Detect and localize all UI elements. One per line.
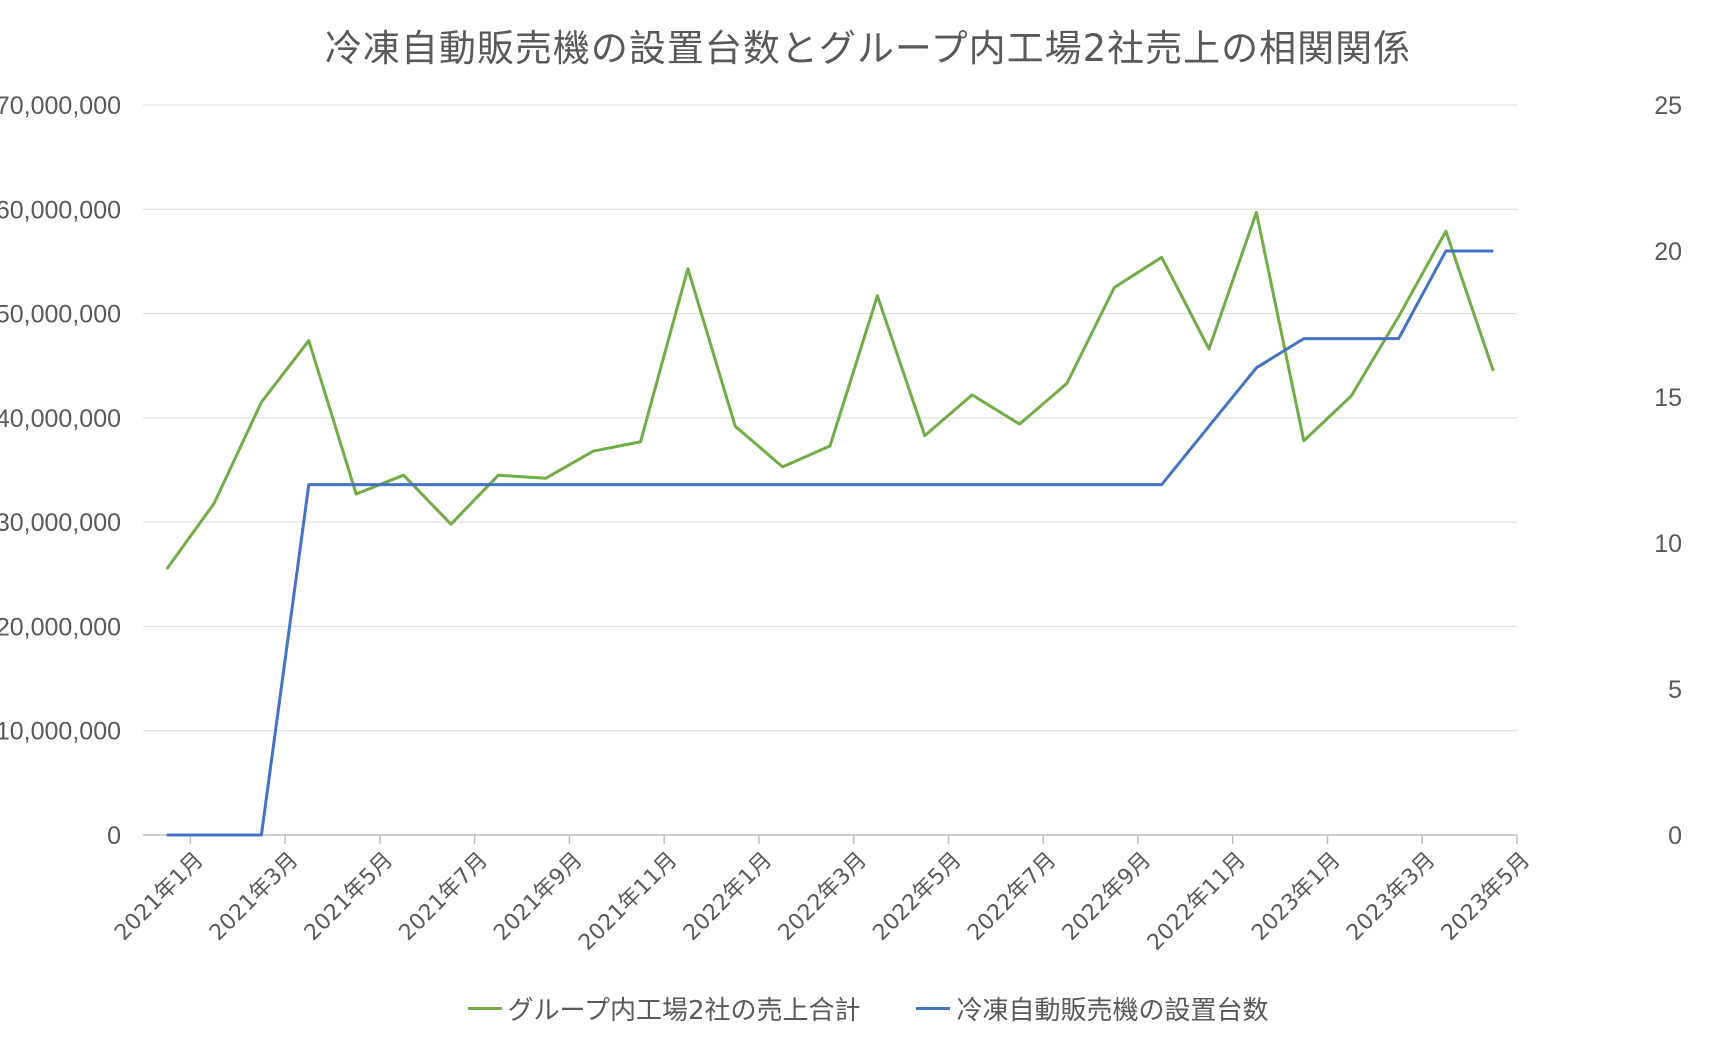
legend-label-sales: グループ内工場2社の売上合計 bbox=[507, 996, 861, 1026]
gridlines bbox=[143, 104, 1517, 732]
left-axis-ticks: 0 10,000,000 20,000,000 30,000,000 40,000,00… bbox=[0, 92, 121, 850]
left-tick-label: 0 bbox=[107, 822, 121, 850]
right-tick-label: 5 bbox=[1668, 676, 1682, 704]
left-tick-label: 70,000,000 bbox=[0, 92, 121, 120]
series-lines bbox=[165, 210, 1495, 837]
x-tick-label: 2021年5月 bbox=[300, 848, 398, 946]
x-tick-label: 2022年11月 bbox=[1143, 848, 1251, 956]
left-tick-label: 60,000,000 bbox=[0, 196, 121, 224]
left-tick-label: 10,000,000 bbox=[0, 718, 121, 746]
legend-item-sales: グループ内工場2社の売上合計 bbox=[467, 990, 861, 1027]
legend-swatch-sales bbox=[467, 1007, 502, 1010]
x-tick-label: 2021年7月 bbox=[395, 848, 493, 946]
right-tick-label: 15 bbox=[1654, 384, 1682, 412]
x-tick-label: 2022年9月 bbox=[1058, 848, 1156, 946]
x-tick-label: 2021年1月 bbox=[110, 848, 208, 946]
x-tick-label: 2021年9月 bbox=[489, 848, 587, 946]
legend-swatch-units bbox=[916, 1007, 951, 1010]
x-tick-label: 2023年3月 bbox=[1342, 848, 1440, 946]
x-tick-label: 2023年1月 bbox=[1247, 848, 1345, 946]
x-tick-label: 2022年7月 bbox=[963, 848, 1061, 946]
units-line bbox=[166, 249, 1494, 837]
right-tick-label: 25 bbox=[1654, 92, 1682, 120]
x-tick-label: 2021年11月 bbox=[574, 848, 682, 956]
x-tick-label: 2022年1月 bbox=[679, 848, 777, 946]
left-tick-label: 50,000,000 bbox=[0, 301, 121, 329]
right-tick-label: 0 bbox=[1668, 822, 1682, 850]
x-tick-label: 2021年3月 bbox=[205, 848, 303, 946]
legend-item-units: 冷凍自動販売機の設置台数 bbox=[916, 990, 1269, 1027]
right-axis-ticks: 0 5 10 15 20 25 bbox=[1654, 92, 1682, 850]
left-tick-label: 40,000,000 bbox=[0, 405, 121, 433]
right-tick-label: 10 bbox=[1654, 530, 1682, 558]
x-tick-label: 2023年5月 bbox=[1437, 848, 1535, 946]
chart-title: 冷凍自動販売機の設置台数とグループ内工場2社売上の相関関係 bbox=[324, 27, 1412, 70]
left-tick-label: 20,000,000 bbox=[0, 613, 121, 641]
left-tick-label: 30,000,000 bbox=[0, 509, 121, 537]
x-tick-label: 2022年3月 bbox=[774, 848, 872, 946]
x-tick-label: 2022年5月 bbox=[868, 848, 966, 946]
legend-label-units: 冷凍自動販売機の設置台数 bbox=[956, 996, 1269, 1026]
right-tick-label: 20 bbox=[1654, 238, 1682, 266]
sales-line bbox=[165, 210, 1495, 570]
legend: グループ内工場2社の売上合計 冷凍自動販売機の設置台数 bbox=[0, 990, 1736, 1027]
x-axis: 2021年1月2021年3月2021年5月2021年7月2021年9月2021年… bbox=[110, 834, 1535, 956]
